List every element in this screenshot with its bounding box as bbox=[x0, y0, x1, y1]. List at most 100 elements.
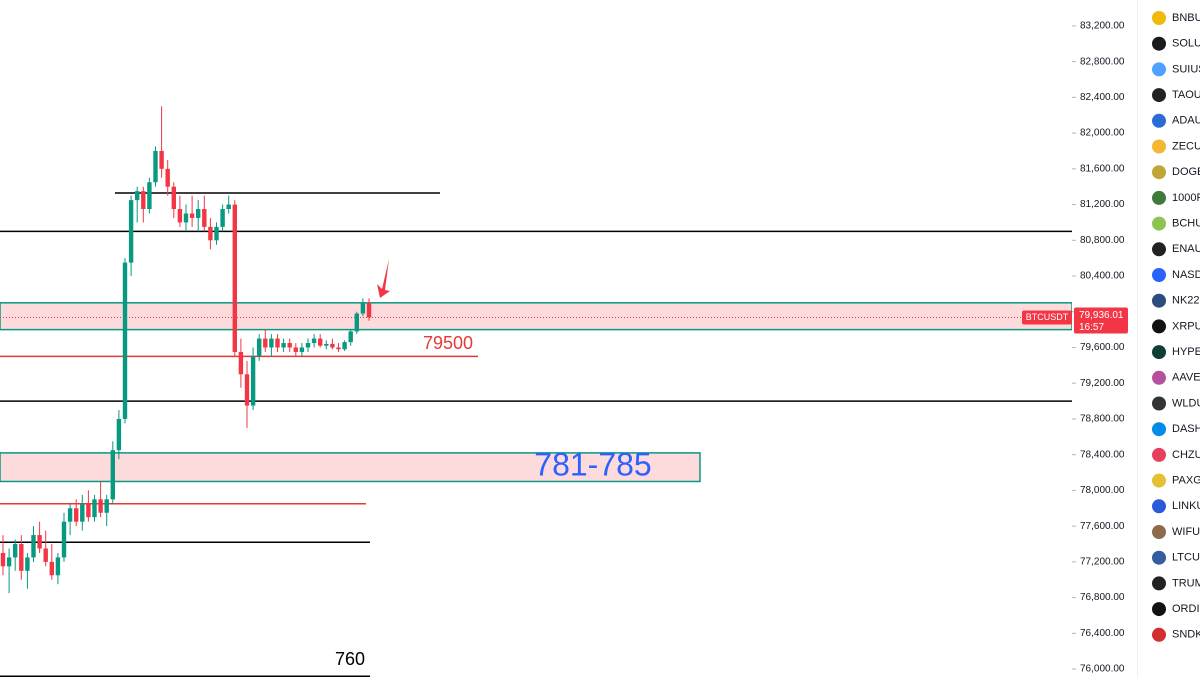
candle-body bbox=[25, 557, 30, 571]
watchlist-symbol[interactable]: ZECU bbox=[1172, 140, 1200, 152]
symbol-icon bbox=[1152, 88, 1166, 103]
candle-body bbox=[250, 356, 256, 406]
candle-body bbox=[122, 262, 128, 419]
candle-body bbox=[159, 150, 164, 169]
price-tag bbox=[1074, 307, 1128, 334]
level-label: 760 bbox=[335, 649, 365, 669]
symbol-icon bbox=[1152, 293, 1166, 308]
candle-body bbox=[287, 343, 292, 348]
candle-body bbox=[293, 347, 298, 352]
watchlist-symbol[interactable]: ENAU bbox=[1172, 243, 1200, 255]
candle-body bbox=[318, 338, 323, 346]
y-tick-label: 82,800.00 bbox=[1080, 56, 1125, 67]
symbol-tag bbox=[1022, 310, 1072, 325]
candle-body bbox=[92, 499, 97, 518]
watchlist-symbol[interactable]: NASD bbox=[1172, 269, 1200, 281]
candle-body bbox=[49, 561, 54, 576]
candle-body bbox=[238, 351, 244, 375]
y-tick-label: 76,400.00 bbox=[1080, 628, 1125, 639]
y-tick-label: 79,200.00 bbox=[1080, 378, 1125, 389]
watchlist-symbol[interactable]: 1000F bbox=[1172, 192, 1200, 204]
symbol-icon bbox=[1152, 576, 1166, 591]
countdown-text: 16:57 bbox=[1079, 322, 1104, 333]
watchlist-symbol[interactable]: NK22 bbox=[1172, 295, 1200, 307]
candle-body bbox=[354, 313, 359, 332]
candle-body bbox=[19, 544, 24, 571]
candle-body bbox=[208, 226, 213, 241]
zone-label: 781-785 bbox=[534, 447, 651, 483]
y-tick-label: 81,600.00 bbox=[1080, 163, 1125, 174]
candle-body bbox=[165, 168, 170, 187]
y-tick-label: 78,400.00 bbox=[1080, 449, 1125, 460]
candle-body bbox=[202, 209, 207, 227]
candle-body bbox=[43, 548, 48, 562]
candle-body bbox=[104, 499, 109, 513]
symbol-icon bbox=[1152, 165, 1166, 180]
candle-body bbox=[244, 374, 250, 406]
symbol-tag-text: BTCUSDT bbox=[1026, 312, 1069, 322]
y-tick-label: 83,200.00 bbox=[1080, 21, 1125, 32]
symbol-icon bbox=[1152, 396, 1166, 411]
candle-body bbox=[116, 418, 122, 451]
watchlist-symbol[interactable]: XRPU bbox=[1172, 320, 1200, 332]
symbol-icon bbox=[1152, 11, 1166, 25]
watchlist-symbol[interactable]: BNBU bbox=[1172, 12, 1200, 24]
candle-body bbox=[61, 521, 67, 558]
watchlist-symbol[interactable]: BCHU bbox=[1172, 218, 1200, 230]
watchlist-symbol[interactable]: ADAU bbox=[1172, 115, 1200, 127]
watchlist-symbol[interactable]: SUIUS bbox=[1172, 63, 1200, 75]
candle-body bbox=[189, 213, 195, 218]
watchlist-symbol[interactable]: SNDK bbox=[1172, 629, 1200, 641]
candle-body bbox=[269, 338, 274, 348]
symbol-icon bbox=[1152, 473, 1166, 488]
watchlist-symbol[interactable]: LINKU bbox=[1172, 500, 1200, 512]
watchlist-symbol[interactable]: SOLU bbox=[1172, 38, 1200, 50]
candle-body bbox=[226, 204, 231, 210]
watchlist-symbol[interactable]: ORDIU bbox=[1172, 603, 1200, 615]
symbol-icon bbox=[1152, 113, 1166, 128]
candle-body bbox=[348, 331, 353, 343]
symbol-icon bbox=[1152, 550, 1166, 565]
y-tick-label: 80,400.00 bbox=[1080, 271, 1125, 282]
watchlist-symbol[interactable]: DOGE bbox=[1172, 166, 1200, 178]
candle-body bbox=[0, 552, 6, 567]
candle-body bbox=[86, 503, 91, 518]
watchlist-symbol[interactable]: DASH bbox=[1172, 423, 1200, 435]
y-tick-label: 78,000.00 bbox=[1080, 485, 1125, 496]
y-tick-label: 76,800.00 bbox=[1080, 592, 1125, 603]
candle-body bbox=[275, 338, 280, 348]
watchlist-symbol[interactable]: WIFU bbox=[1172, 526, 1200, 538]
candle-body bbox=[55, 557, 61, 576]
y-tick-label: 82,400.00 bbox=[1080, 92, 1125, 103]
watchlist-symbol[interactable]: AAVEU bbox=[1172, 372, 1200, 384]
y-tick-label: 77,200.00 bbox=[1080, 557, 1125, 568]
y-tick-label: 78,800.00 bbox=[1080, 414, 1125, 425]
symbol-icon bbox=[1152, 345, 1166, 360]
watchlist-symbol[interactable]: TRUM bbox=[1172, 577, 1200, 589]
symbol-icon bbox=[1152, 447, 1166, 462]
watchlist-symbol[interactable]: CHZU bbox=[1172, 449, 1200, 461]
candle-body bbox=[171, 186, 176, 210]
candle-body bbox=[366, 302, 372, 318]
symbol-icon bbox=[1152, 525, 1166, 539]
candle-body bbox=[360, 302, 366, 314]
y-tick-label: 81,200.00 bbox=[1080, 199, 1125, 210]
watchlist-symbol[interactable]: TAOU bbox=[1172, 89, 1200, 101]
candle-body bbox=[153, 150, 158, 183]
candle-body bbox=[263, 338, 268, 348]
watchlist-symbol[interactable]: WLDU bbox=[1172, 397, 1200, 409]
watchlist-symbol[interactable]: LTCUS bbox=[1172, 552, 1200, 564]
candle-body bbox=[110, 450, 115, 500]
symbol-icon bbox=[1152, 139, 1166, 154]
zone bbox=[0, 302, 1073, 331]
candle-body bbox=[305, 343, 311, 348]
candle-body bbox=[324, 343, 329, 346]
watchlist-symbol[interactable]: HYPE bbox=[1172, 346, 1200, 358]
watchlist-symbol[interactable]: PAXG bbox=[1172, 475, 1200, 487]
candle-body bbox=[177, 209, 183, 223]
symbol-icon bbox=[1152, 242, 1166, 257]
price-tag-text: 79,936.01 bbox=[1079, 310, 1124, 321]
symbol-icon bbox=[1152, 62, 1166, 77]
